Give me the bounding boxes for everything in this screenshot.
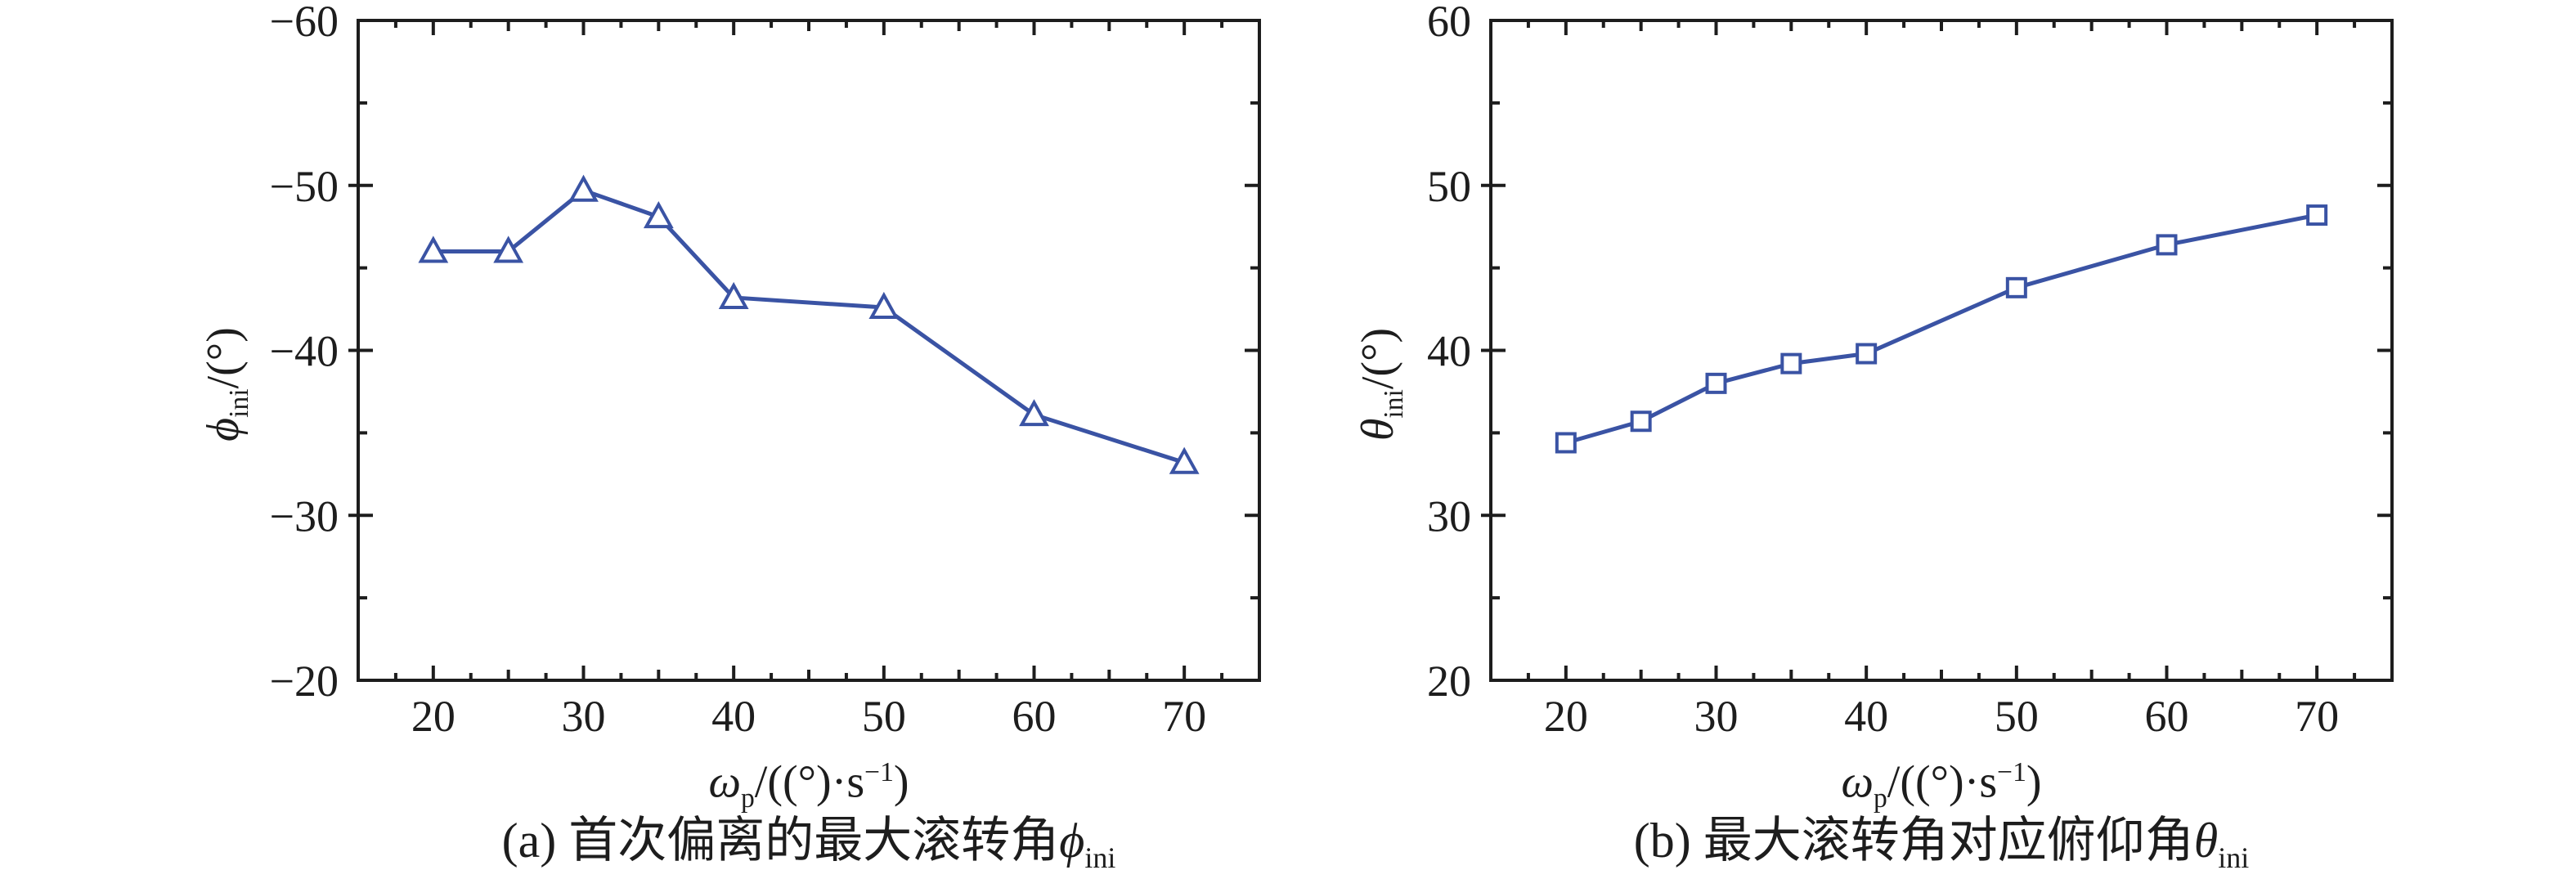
y-tick-label: 20: [1427, 657, 1471, 706]
x-unit-pre: /((°)·s: [1887, 756, 1998, 808]
x-tick-label: 20: [1544, 692, 1588, 741]
data-point-marker-square: [2306, 204, 2328, 226]
data-point-marker-square: [2005, 276, 2027, 298]
data-point-marker-triangle: [1019, 399, 1049, 427]
panel-a: 20 30 40 50 60 70 −60 −50 −40 −30 −20 ϕini/(°) ωp/…: [186, 0, 1261, 875]
phi-symbol: ϕ: [198, 417, 249, 442]
data-point-marker-square: [2156, 234, 2178, 256]
caption-b-text: 最大滚转角对应俯仰角: [1690, 814, 2194, 868]
plot-frame: [1489, 19, 2394, 682]
y-tick-label: −40: [270, 327, 339, 376]
data-point-marker-square: [1555, 432, 1577, 454]
y-tick-label: −50: [270, 162, 339, 211]
y-tick-label: 40: [1427, 327, 1471, 376]
x-tick-label: 30: [562, 692, 606, 741]
caption-b-subscript: ini: [2218, 841, 2250, 874]
chart-b-plot-area: 20 30 40 50 60 70 60 50 40 30 20: [1427, 0, 2394, 741]
panel-b: 20 30 40 50 60 70 60 50 40 30 20 θini/(°) ωp/((°)·…: [1288, 0, 2576, 879]
y-tick-label: 60: [1427, 0, 1471, 46]
chart-a-caption: (a) 首次偏离的最大滚转角ϕini: [400, 806, 1218, 875]
data-series-line: [431, 188, 1187, 465]
omega-subscript: p: [1874, 783, 1887, 814]
x-tick-label: 30: [1694, 692, 1739, 741]
data-point-marker-triangle: [493, 235, 524, 263]
y-unit: /(°): [198, 327, 249, 389]
data-point-marker-square: [1780, 352, 1802, 374]
phi-subscript: ini: [224, 388, 255, 418]
data-point-marker-square: [1630, 410, 1652, 433]
omega-symbol: ω: [1841, 756, 1874, 808]
caption-a-symbol: ϕ: [1059, 814, 1085, 868]
theta-symbol: θ: [1353, 418, 1403, 442]
x-unit-post: ): [2026, 756, 2042, 808]
x-tick-label: 20: [411, 692, 456, 741]
y-tick-label: 50: [1427, 162, 1471, 211]
y-unit: /(°): [1353, 327, 1403, 390]
data-point-marker-triangle: [868, 291, 900, 320]
x-unit-exponent: −1: [864, 757, 894, 787]
y-tick-label: 30: [1427, 491, 1471, 540]
omega-subscript: p: [741, 783, 755, 814]
x-tick-label: 70: [1162, 692, 1206, 741]
x-tick-label: 70: [2295, 692, 2339, 741]
x-unit-post: ): [893, 756, 909, 808]
x-tick-label: 40: [711, 692, 756, 741]
caption-a-subscript: ini: [1084, 841, 1116, 874]
x-tick-label: 50: [862, 692, 906, 741]
x-tick-label: 50: [1995, 692, 2039, 741]
data-point-marker-triangle: [568, 174, 599, 202]
chart-a-y-axis-label: ϕini/(°): [186, 98, 260, 670]
omega-symbol: ω: [708, 756, 741, 808]
chart-a-plot-area: 20 30 40 50 60 70 −60 −50 −40 −30 −20: [270, 0, 1261, 741]
y-tick-label: −30: [270, 491, 339, 540]
chart-b-x-axis-label: ωp/((°)·s−1): [1533, 740, 2350, 814]
caption-a-index: (a): [501, 814, 557, 868]
y-tick-label: −60: [270, 0, 339, 46]
x-tick-label: 60: [2145, 692, 2189, 741]
chart-b-caption: (b) 最大滚转角对应俯仰角θini: [1533, 806, 2350, 875]
data-series-line: [1564, 213, 2319, 445]
data-point-marker-triangle: [418, 235, 449, 263]
y-tick-label: −20: [270, 657, 339, 706]
data-point-marker-square: [1856, 343, 1878, 365]
chart-b-y-axis-label: θini/(°): [1341, 98, 1415, 670]
data-point-marker-triangle: [1169, 446, 1200, 474]
x-unit-pre: /((°)·s: [754, 756, 865, 808]
chart-a-x-axis-label: ωp/((°)·s−1): [400, 740, 1218, 814]
data-point-marker-triangle: [643, 200, 674, 229]
data-point-marker-square: [1705, 372, 1727, 394]
data-point-marker-triangle: [718, 281, 749, 309]
caption-b-symbol: θ: [2193, 814, 2219, 868]
x-tick-label: 40: [1844, 692, 1888, 741]
x-tick-label: 60: [1012, 692, 1057, 741]
caption-b-index: (b): [1633, 814, 1691, 868]
theta-subscript: ini: [1379, 389, 1410, 419]
x-unit-exponent: −1: [1997, 757, 2026, 787]
plot-frame: [357, 19, 1261, 682]
caption-a-text: 首次偏离的最大滚转角: [556, 814, 1060, 868]
